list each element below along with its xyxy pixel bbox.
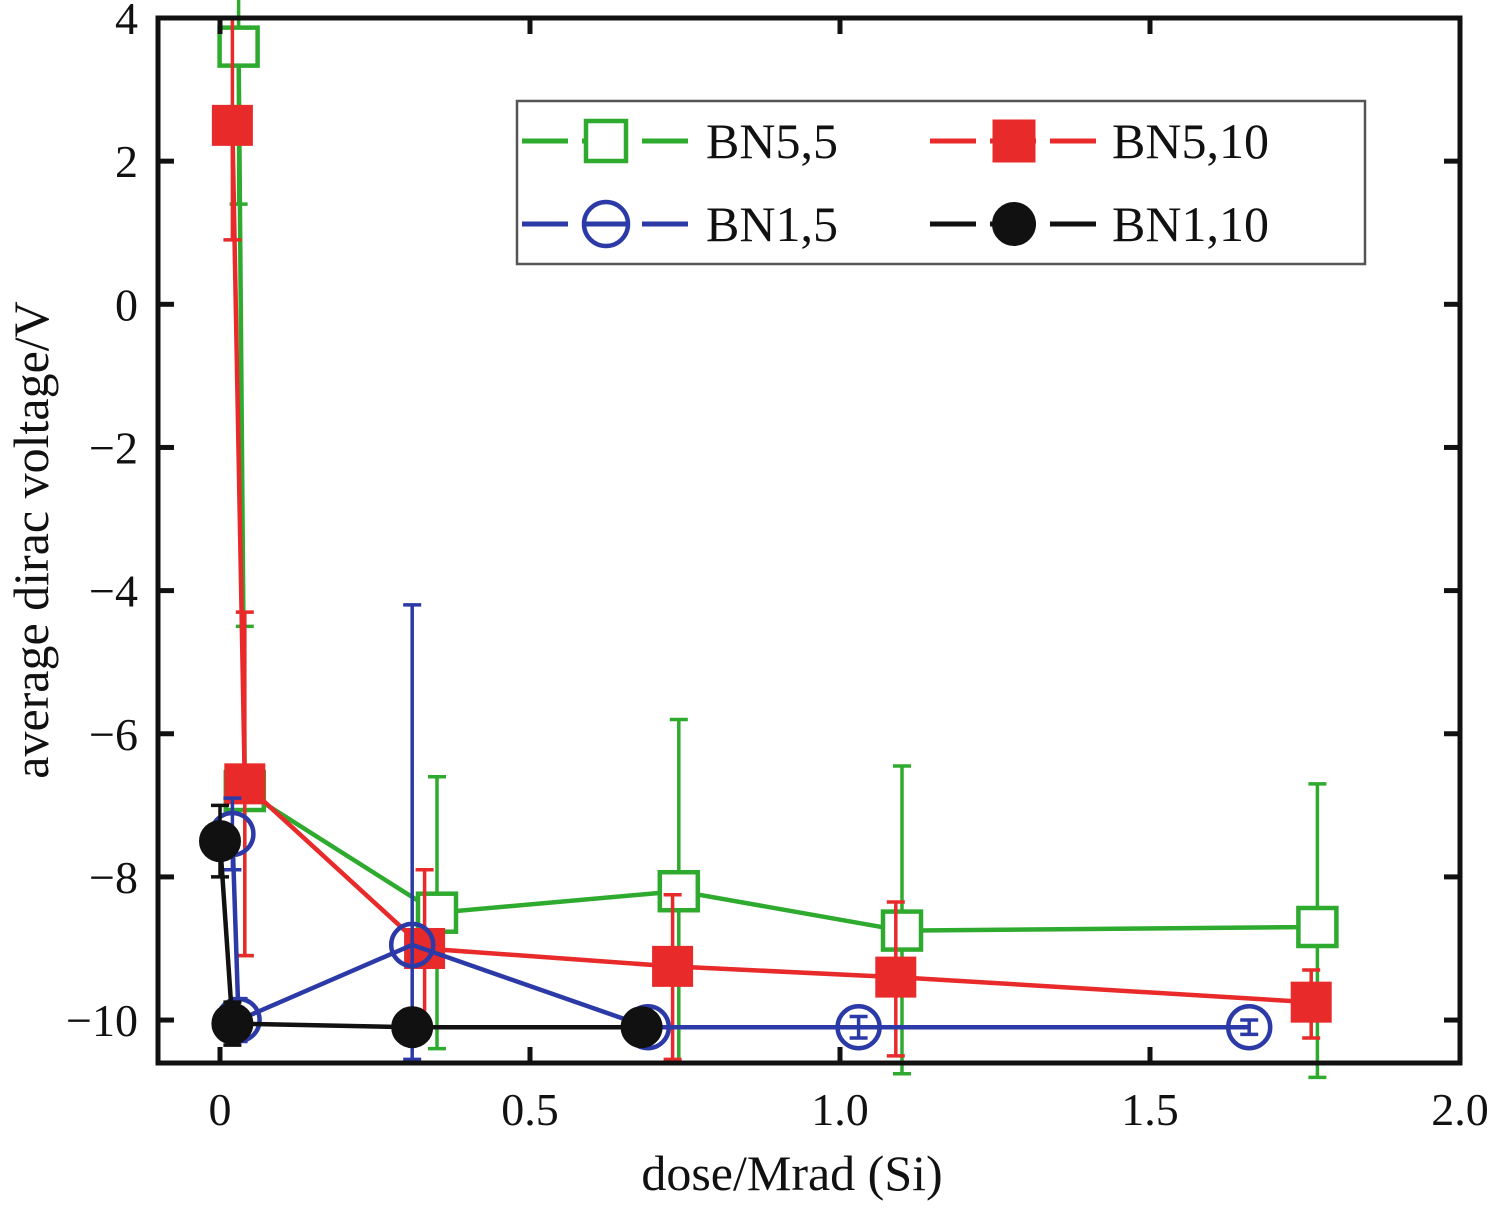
series-line [230,125,1312,1005]
data-point [211,104,253,146]
axes: 0 0.5 1.0 1.5 2.0 4 2 0 −2 −4 −6 −8 −10 [66,0,1489,1135]
y-tick-label: −4 [89,566,138,617]
x-tick-label: 1.5 [1121,1084,1179,1135]
data-point [620,1006,663,1049]
legend-entries: BN5,5 BN5,10 BN1,5 BN1,10 [522,113,1269,252]
series-line [230,833,1250,1030]
x-tick-label: 0.5 [501,1084,559,1135]
x-tick-label: 1.0 [811,1084,869,1135]
data-point [992,202,1036,246]
plot-area [199,0,1339,1080]
legend-label: BN1,5 [706,196,838,252]
legend-entry: BN1,10 [930,196,1269,252]
plot-frame [155,15,1463,1066]
y-tick-label: −8 [89,852,138,903]
data-point [835,1003,882,1051]
data-point [581,199,631,249]
legend-box [515,99,1367,266]
data-point [1290,981,1332,1023]
y-tick-label: 0 [115,279,138,330]
legend-label: BN5,10 [1112,113,1269,169]
data-point [1296,905,1339,949]
y-tick-label: −10 [66,995,138,1046]
data-point [391,1006,434,1049]
series-line [217,840,642,1030]
y-axis-title: average dirac voltage/V [3,301,59,779]
series-BN5,10 [211,16,1332,1062]
data-point [388,921,436,969]
y-tick-label: 2 [115,136,138,187]
series-BN1,10 [199,803,663,1049]
legend-entry: BN5,5 [522,113,838,169]
x-tick-label: 0 [209,1084,232,1135]
x-tick-label: 2.0 [1431,1084,1489,1135]
legend: BN5,5 BN5,10 BN1,5 BN1,10 [515,99,1367,266]
data-point [583,118,629,164]
data-point [1225,1003,1273,1051]
data-point [217,25,260,68]
y-tick-label: 4 [115,0,138,44]
legend-entry: BN1,5 [522,196,838,252]
x-axis-title: dose/Mrad (Si) [641,1145,942,1201]
legend-entry: BN5,10 [930,113,1269,169]
y-tick-label: −6 [89,709,138,760]
legend-label: BN1,10 [1112,196,1269,252]
data-point [880,909,924,952]
data-point [652,945,694,987]
y-tick-label: −2 [89,422,138,473]
data-point [657,869,701,913]
data-point [875,956,917,998]
legend-label: BN5,5 [706,113,838,169]
data-point [211,1002,254,1045]
data-point [992,119,1036,163]
data-point [199,820,241,863]
